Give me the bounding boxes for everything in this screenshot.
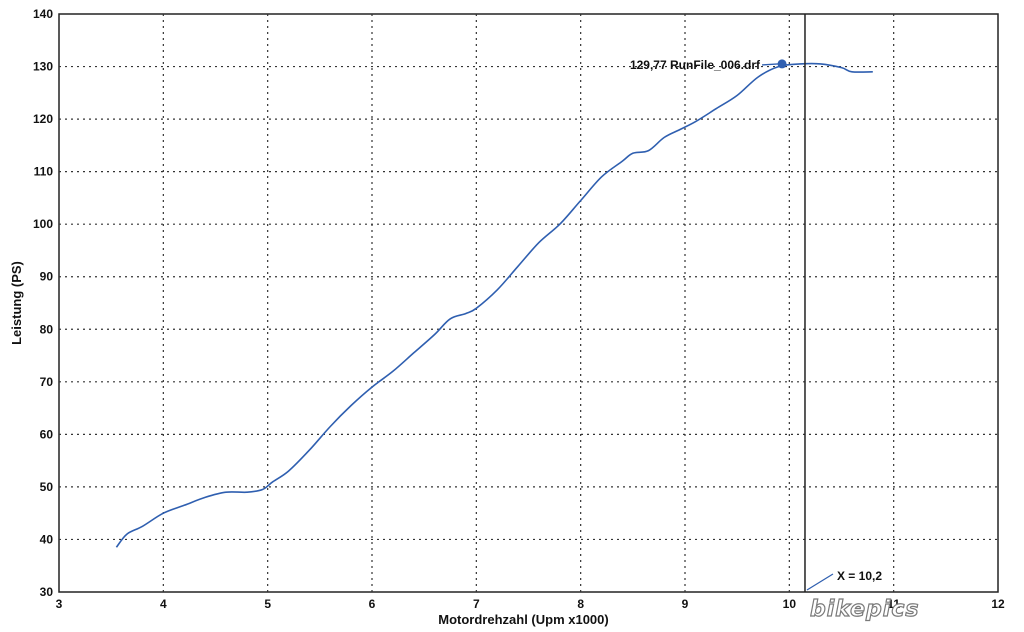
y-tick-label: 40 xyxy=(40,532,54,546)
x-tick-label: 11 xyxy=(887,597,900,611)
y-tick-label: 100 xyxy=(33,217,53,231)
data-marker-point[interactable] xyxy=(777,59,787,69)
plot-frame xyxy=(58,13,999,593)
power-curve-line xyxy=(115,62,873,548)
x-tick-label: 6 xyxy=(369,597,376,611)
y-tick-label: 130 xyxy=(33,60,53,74)
y-tick-label: 30 xyxy=(40,585,54,599)
y-tick-label: 70 xyxy=(40,375,54,389)
grid-lines xyxy=(59,14,998,592)
cursor-label: X = 10,2 xyxy=(837,569,882,583)
x-tick-label: 5 xyxy=(264,597,271,611)
y-tick-label: 90 xyxy=(40,270,54,284)
watermark-logo: bikepics xyxy=(810,597,919,622)
x-tick-labels: 3 4 5 6 7 8 9 10 11 12 xyxy=(56,597,1005,611)
y-tick-label: 110 xyxy=(34,165,54,179)
x-axis-title: Motordrehzahl (Upm x1000) xyxy=(438,612,608,627)
cursor-label-leader xyxy=(806,573,834,591)
y-tick-label: 80 xyxy=(40,322,54,336)
x-tick-label: 12 xyxy=(991,597,1005,611)
y-tick-label: 60 xyxy=(40,427,54,441)
marker-label-leader xyxy=(761,63,779,66)
x-tick-label: 10 xyxy=(783,597,797,611)
x-tick-label: 3 xyxy=(56,597,63,611)
y-tick-label: 50 xyxy=(40,480,54,494)
x-tick-label: 7 xyxy=(473,597,480,611)
y-tick-labels: 30 40 50 60 70 80 90 100 110 120 130 140 xyxy=(33,7,53,599)
x-tick-label: 9 xyxy=(682,597,689,611)
marker-label: 129,77 RunFile_006.drf xyxy=(630,58,761,72)
x-tick-label: 4 xyxy=(160,597,167,611)
x-tick-label: 8 xyxy=(577,597,584,611)
y-tick-label: 140 xyxy=(33,7,53,21)
y-axis-title: Leistung (PS) xyxy=(9,261,24,345)
y-tick-label: 120 xyxy=(33,112,53,126)
